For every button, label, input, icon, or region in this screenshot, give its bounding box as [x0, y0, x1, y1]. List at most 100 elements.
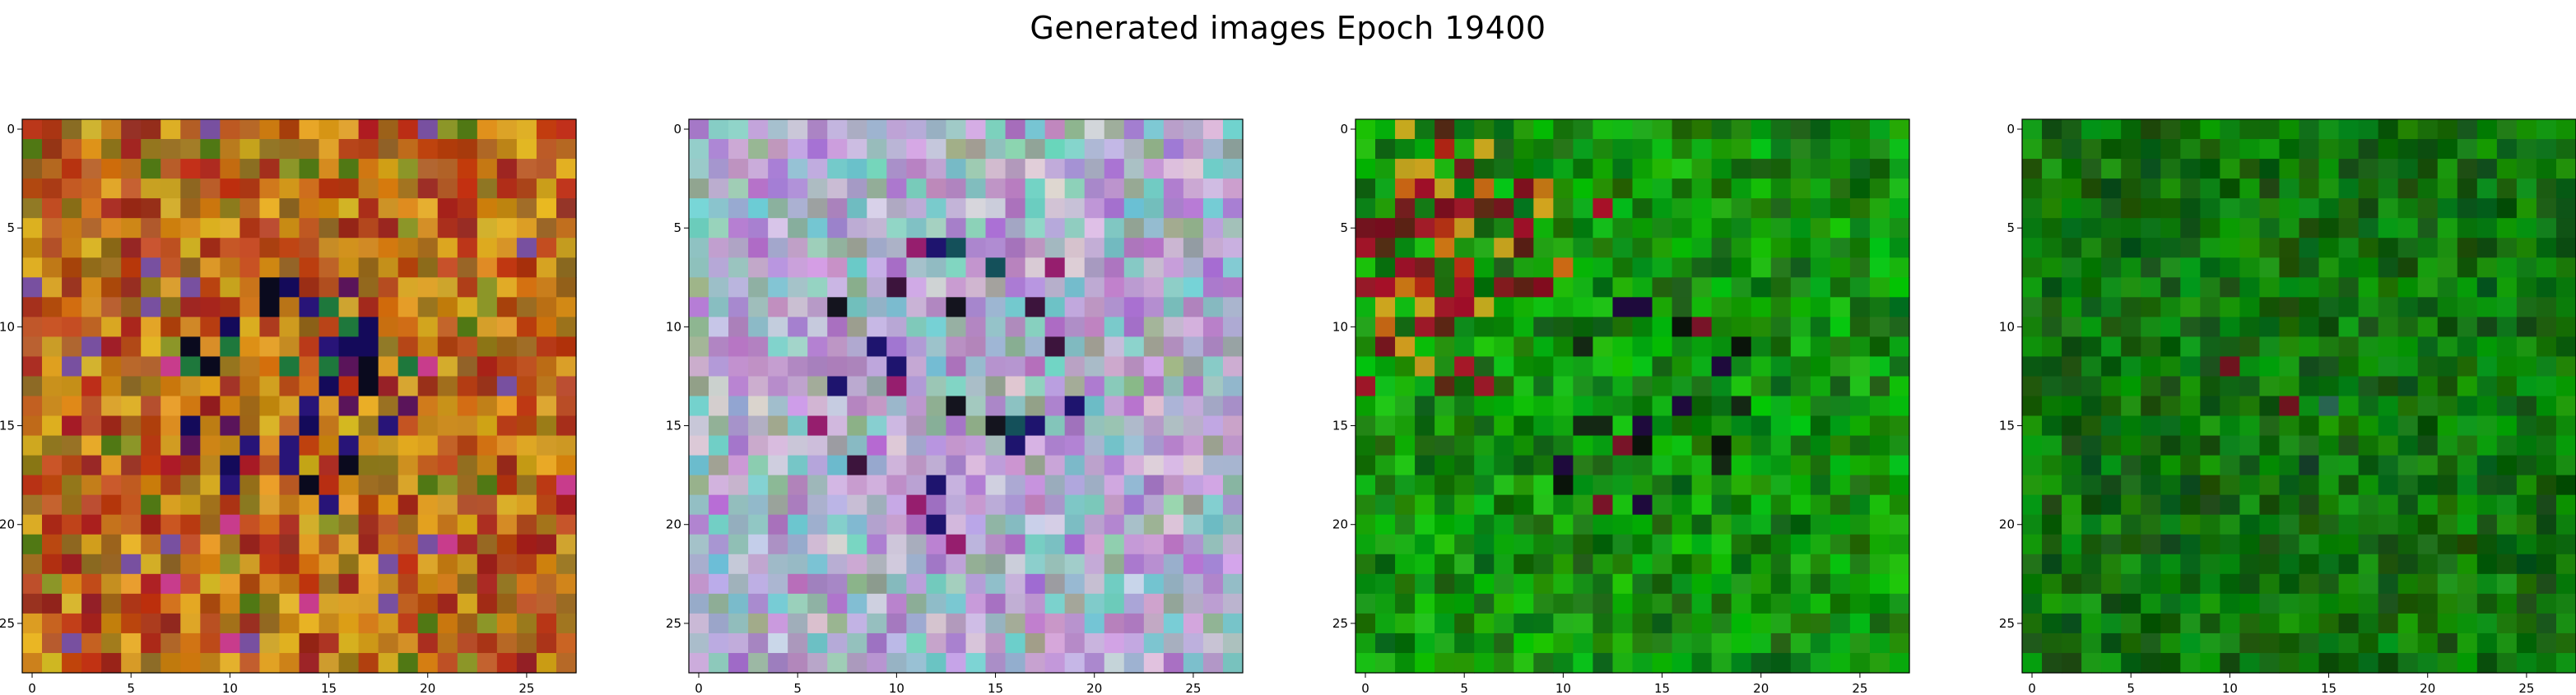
image-pixel	[1751, 494, 1772, 516]
image-pixel	[220, 396, 240, 417]
image-pixel	[1830, 435, 1851, 456]
image-pixel	[2081, 514, 2102, 535]
image-pixel	[1632, 573, 1653, 595]
image-pixel	[42, 139, 63, 160]
image-pixel	[1375, 396, 1396, 417]
image-pixel	[2397, 257, 2419, 278]
image-pixel	[2121, 277, 2141, 298]
image-pixel	[160, 218, 181, 239]
image-pixel	[2555, 573, 2576, 595]
image-pixel	[2536, 178, 2557, 199]
image-pixel	[1573, 257, 1594, 278]
image-pixel	[1810, 534, 1831, 555]
image-pixel	[1731, 139, 1752, 160]
image-pixel	[2121, 475, 2141, 496]
image-pixel	[1612, 119, 1634, 140]
image-pixel	[556, 119, 577, 140]
image-pixel	[1810, 435, 1831, 456]
image-pixel	[2180, 554, 2201, 575]
image-pixel	[101, 277, 122, 298]
image-pixel	[200, 317, 221, 337]
image-pixel	[496, 652, 518, 674]
image-pixel	[1202, 613, 1224, 634]
image-pixel	[220, 652, 240, 674]
image-pixel	[2397, 297, 2419, 317]
image-pixel	[299, 455, 320, 476]
image-pixel	[1104, 573, 1125, 595]
image-pixel	[2318, 317, 2340, 337]
image-pixel	[556, 415, 577, 437]
image-pixel	[62, 573, 82, 595]
image-pixel	[1415, 514, 1435, 535]
image-pixel	[1183, 613, 1204, 634]
image-pixel	[2239, 356, 2261, 378]
image-pixel	[2318, 257, 2340, 278]
image-pixel	[2042, 593, 2062, 614]
image-pixel	[1770, 277, 1792, 298]
image-pixel	[689, 356, 709, 378]
image-pixel	[2496, 554, 2518, 575]
image-pixel	[516, 475, 537, 496]
image-pixel	[200, 297, 221, 317]
image-pixel	[2318, 159, 2340, 179]
image-pixel	[1830, 415, 1851, 437]
image-pixel	[2062, 277, 2082, 298]
image-pixel	[1494, 396, 1514, 417]
image-pixel	[1593, 593, 1614, 614]
image-pixel	[2417, 613, 2439, 634]
image-pixel	[200, 396, 221, 417]
image-pixel	[1375, 514, 1396, 535]
x-tick-label: 15	[321, 681, 337, 695]
image-pixel	[81, 455, 102, 476]
image-pixel	[2496, 356, 2518, 378]
image-pixel	[1652, 613, 1673, 634]
image-pixel	[2180, 415, 2201, 437]
image-pixel	[141, 554, 161, 575]
image-pixel	[807, 415, 828, 437]
image-pixel	[2121, 139, 2141, 160]
image-pixel	[946, 238, 967, 258]
image-pixel	[2042, 534, 2062, 555]
image-pixel	[1711, 475, 1732, 496]
image-pixel	[2476, 238, 2498, 258]
image-pixel	[867, 475, 887, 496]
image-pixel	[141, 139, 161, 160]
image-pixel	[1731, 475, 1752, 496]
image-pixel	[1672, 435, 1693, 456]
image-pixel	[556, 396, 577, 417]
image-pixel	[2062, 652, 2082, 674]
image-pixel	[457, 257, 478, 278]
image-pixel	[1672, 613, 1693, 634]
image-pixel	[1751, 119, 1772, 140]
image-pixel	[358, 218, 379, 239]
image-pixel	[847, 554, 867, 575]
image-pixel	[1222, 652, 1244, 674]
image-pixel	[141, 652, 161, 674]
image-pixel	[1202, 356, 1224, 378]
image-pixel	[1849, 632, 1871, 654]
image-pixel	[1415, 336, 1435, 358]
image-pixel	[2417, 297, 2439, 317]
image-pixel	[1632, 119, 1653, 140]
image-pixel	[2259, 297, 2281, 317]
image-pixel	[2496, 455, 2518, 476]
image-pixel	[1770, 613, 1792, 634]
image-pixel	[1553, 218, 1574, 239]
image-pixel	[965, 593, 987, 614]
image-pixel	[338, 277, 360, 298]
image-pixel	[1163, 632, 1184, 654]
image-pixel	[1612, 238, 1634, 258]
image-pixel	[2279, 494, 2300, 516]
image-pixel	[2299, 297, 2320, 317]
image-pixel	[378, 593, 399, 614]
image-pixel	[1672, 652, 1693, 674]
image-pixel	[1183, 455, 1204, 476]
image-pixel	[536, 613, 557, 634]
image-pixel	[437, 652, 458, 674]
image-pixel	[1790, 415, 1811, 437]
image-pixel	[1731, 376, 1752, 397]
image-pixel	[748, 119, 769, 140]
image-pixel	[2378, 198, 2399, 219]
image-pixel	[141, 198, 161, 219]
